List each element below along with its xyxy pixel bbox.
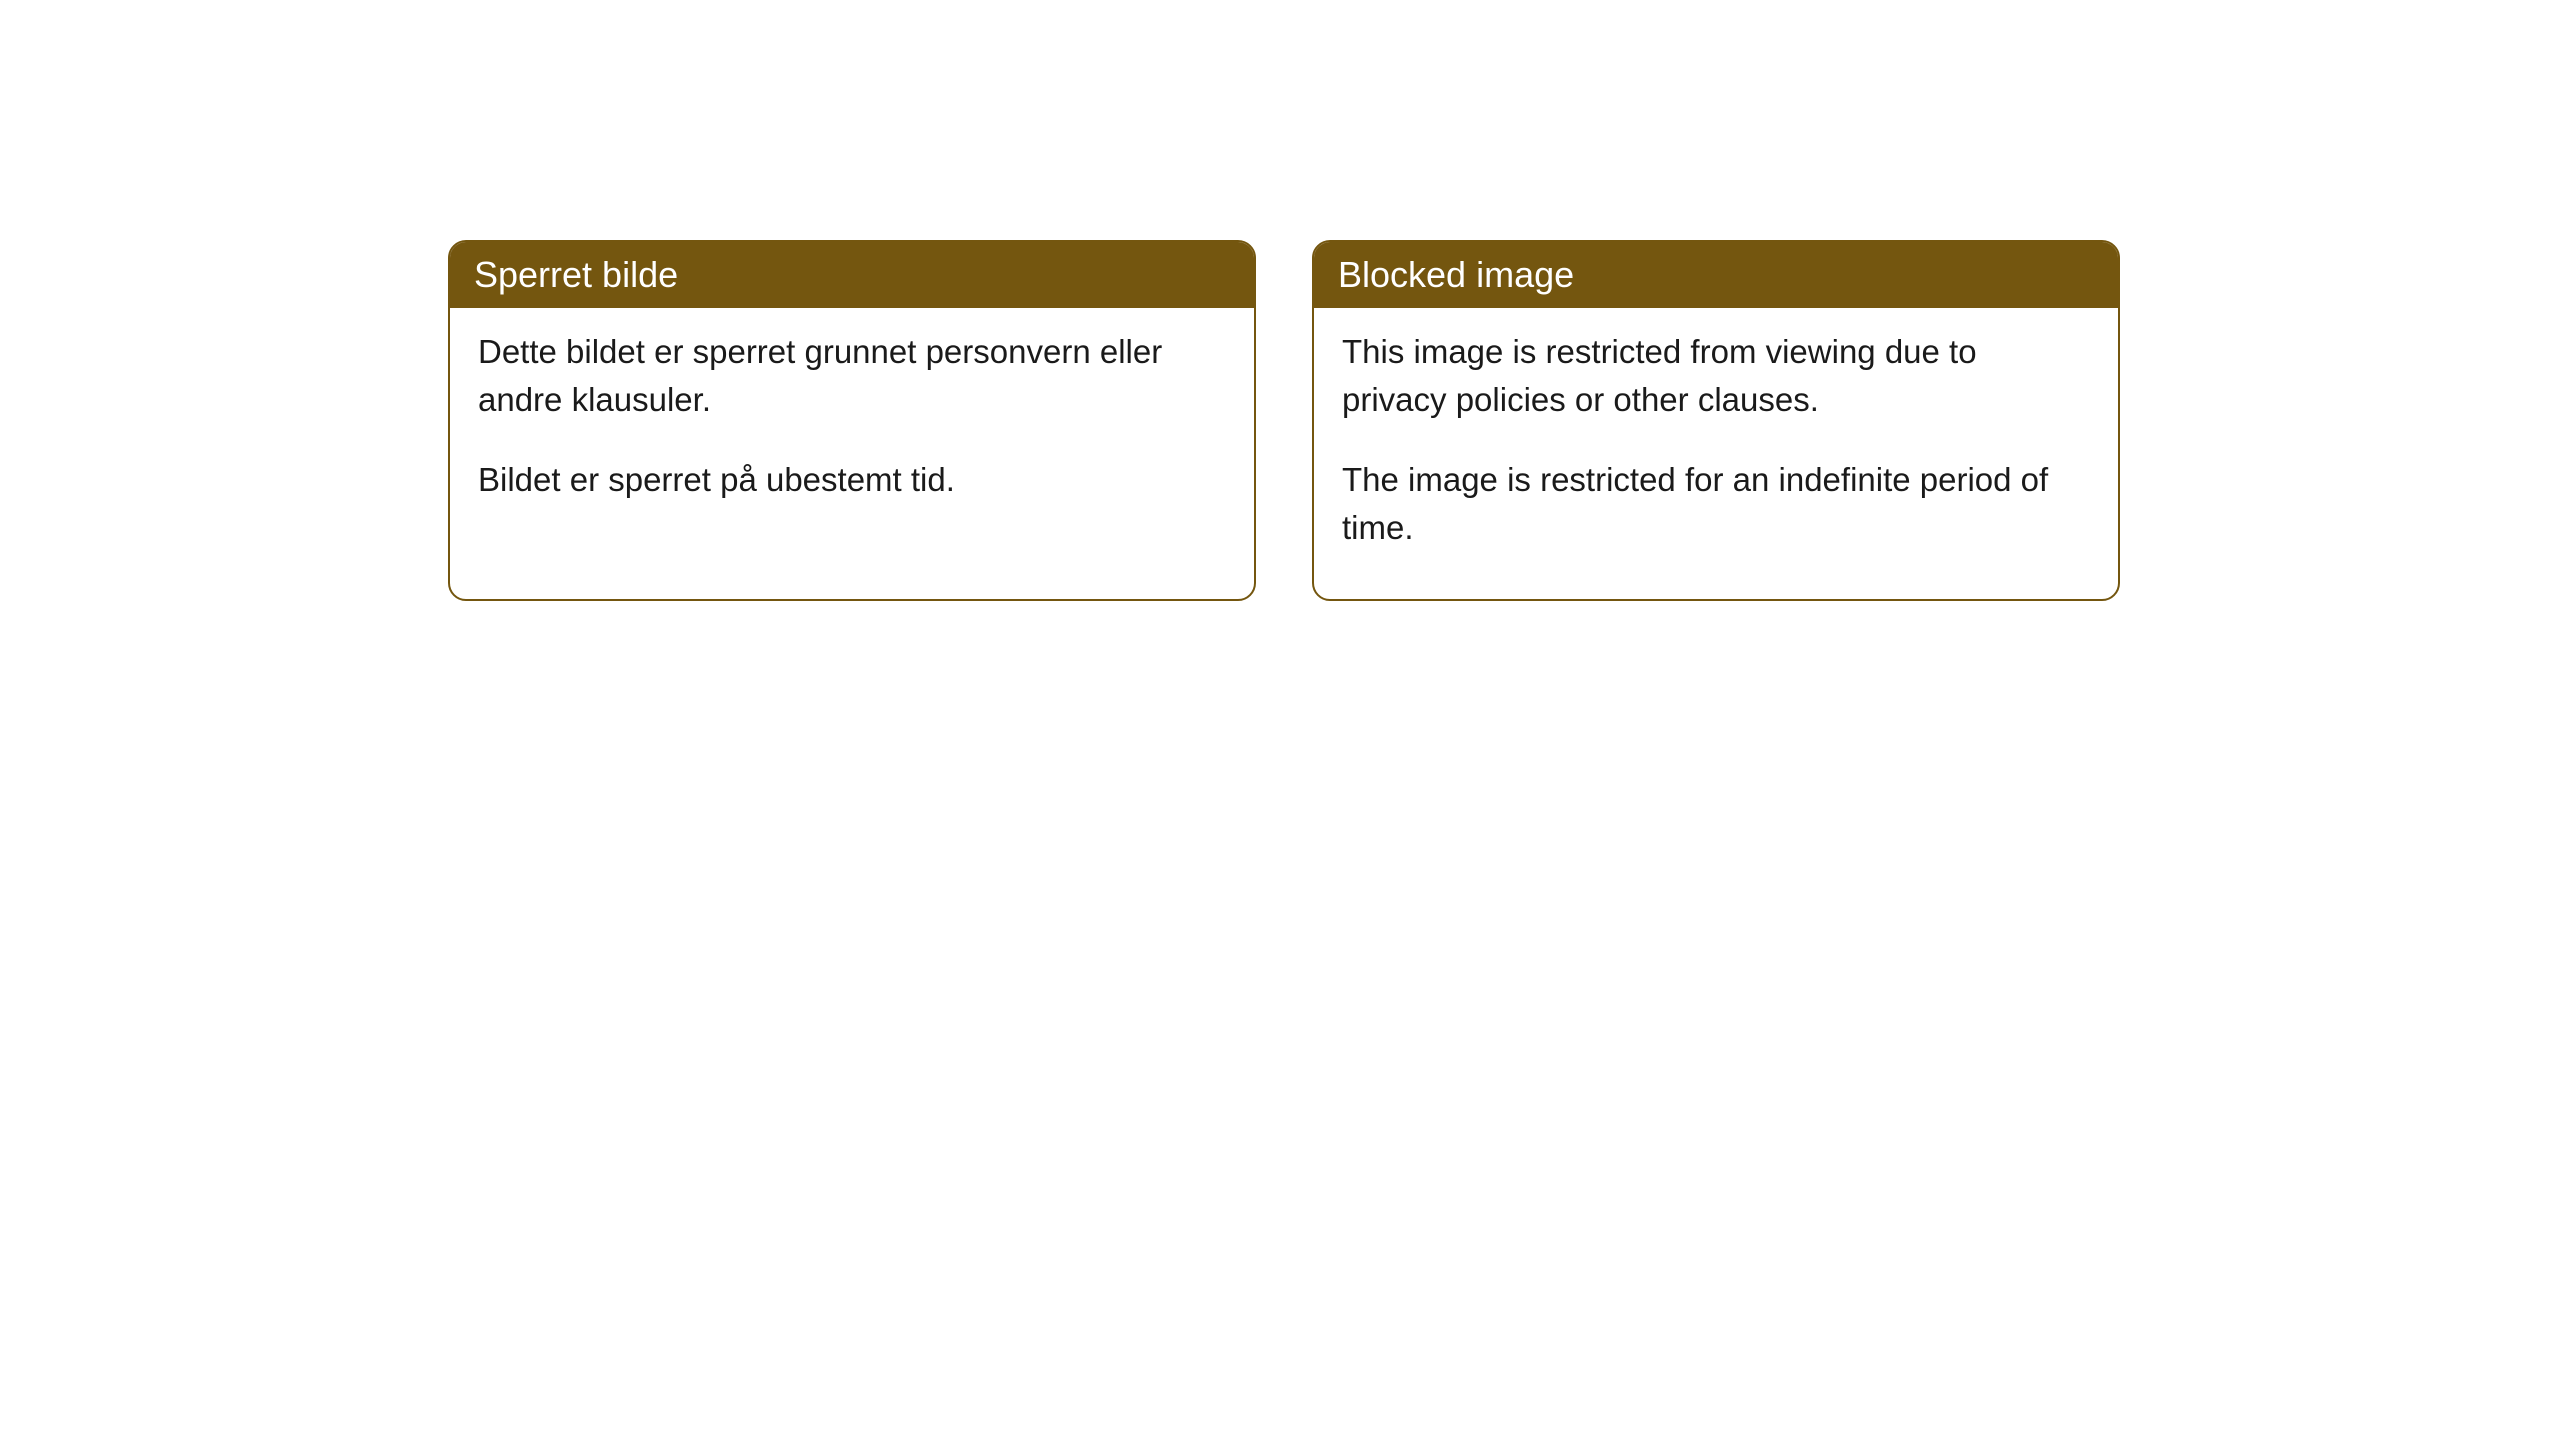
- card-header-english: Blocked image: [1314, 242, 2118, 308]
- card-english: Blocked image This image is restricted f…: [1312, 240, 2120, 601]
- card-norwegian: Sperret bilde Dette bildet er sperret gr…: [448, 240, 1256, 601]
- card-header-norwegian: Sperret bilde: [450, 242, 1254, 308]
- card-body-norwegian: Dette bildet er sperret grunnet personve…: [450, 308, 1254, 552]
- card-paragraph: Dette bildet er sperret grunnet personve…: [478, 328, 1226, 424]
- card-paragraph: The image is restricted for an indefinit…: [1342, 456, 2090, 552]
- cards-container: Sperret bilde Dette bildet er sperret gr…: [448, 240, 2120, 601]
- card-paragraph: Bildet er sperret på ubestemt tid.: [478, 456, 1226, 504]
- card-body-english: This image is restricted from viewing du…: [1314, 308, 2118, 599]
- card-paragraph: This image is restricted from viewing du…: [1342, 328, 2090, 424]
